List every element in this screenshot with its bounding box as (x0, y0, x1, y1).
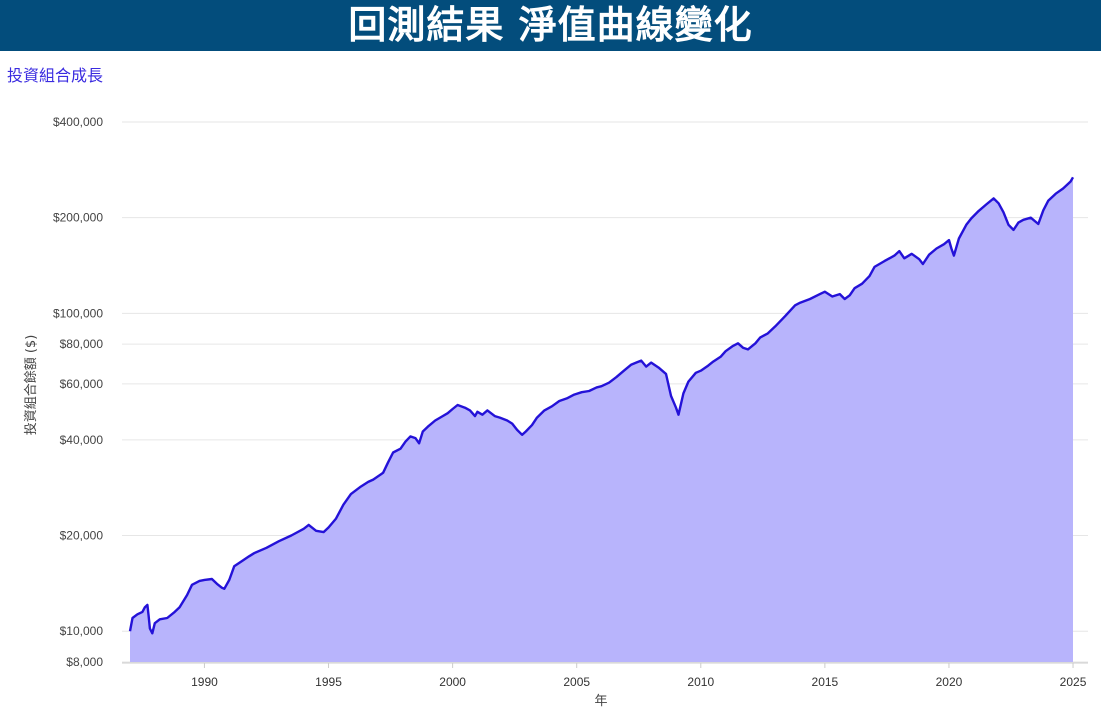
y-tick-label: $100,000 (53, 306, 103, 320)
portfolio-area-fill (130, 177, 1073, 663)
page-title-banner: 回測結果 淨值曲線變化 (0, 0, 1101, 51)
x-tick-label: 2020 (936, 675, 963, 689)
y-tick-label: $40,000 (60, 433, 104, 447)
y-tick-label: $8,000 (66, 655, 103, 669)
x-tick-label: 2010 (687, 675, 714, 689)
y-tick-label: $200,000 (53, 211, 103, 225)
x-axis-title: 年 (594, 694, 607, 709)
y-axis-title: 投資組合餘額 ($) (23, 335, 39, 436)
y-tick-label: $10,000 (60, 624, 104, 638)
x-axis-ticks: 1990 1995 2000 2005 2010 2015 2020 2025 (191, 663, 1087, 689)
x-tick-label: 2025 (1060, 675, 1087, 689)
x-tick-label: 1995 (315, 675, 342, 689)
portfolio-value-line (128, 176, 1075, 635)
chart-subtitle: 投資組合成長 (7, 66, 104, 85)
page-title: 回測結果 淨值曲線變化 (348, 3, 753, 47)
x-tick-label: 1990 (191, 675, 218, 689)
x-tick-label: 2005 (563, 675, 590, 689)
y-axis-ticks: $8,000 $10,000 $20,000 $40,000 $60,000 $80,00… (53, 115, 103, 669)
y-tick-label: $20,000 (60, 529, 104, 543)
x-tick-label: 2015 (812, 675, 839, 689)
x-tick-label: 2000 (439, 675, 466, 689)
y-tick-label: $60,000 (60, 377, 104, 391)
y-tick-label: $80,000 (60, 337, 104, 351)
y-tick-label: $400,000 (53, 115, 103, 129)
